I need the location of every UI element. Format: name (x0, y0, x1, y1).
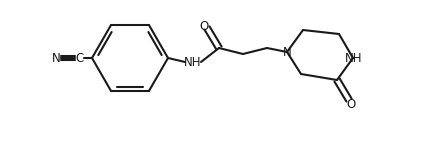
Text: N: N (52, 51, 60, 65)
Text: NH: NH (184, 56, 202, 68)
Text: O: O (346, 97, 356, 110)
Text: O: O (199, 19, 209, 32)
Text: NH: NH (345, 51, 363, 65)
Text: C: C (76, 51, 84, 65)
Text: N: N (283, 46, 291, 58)
